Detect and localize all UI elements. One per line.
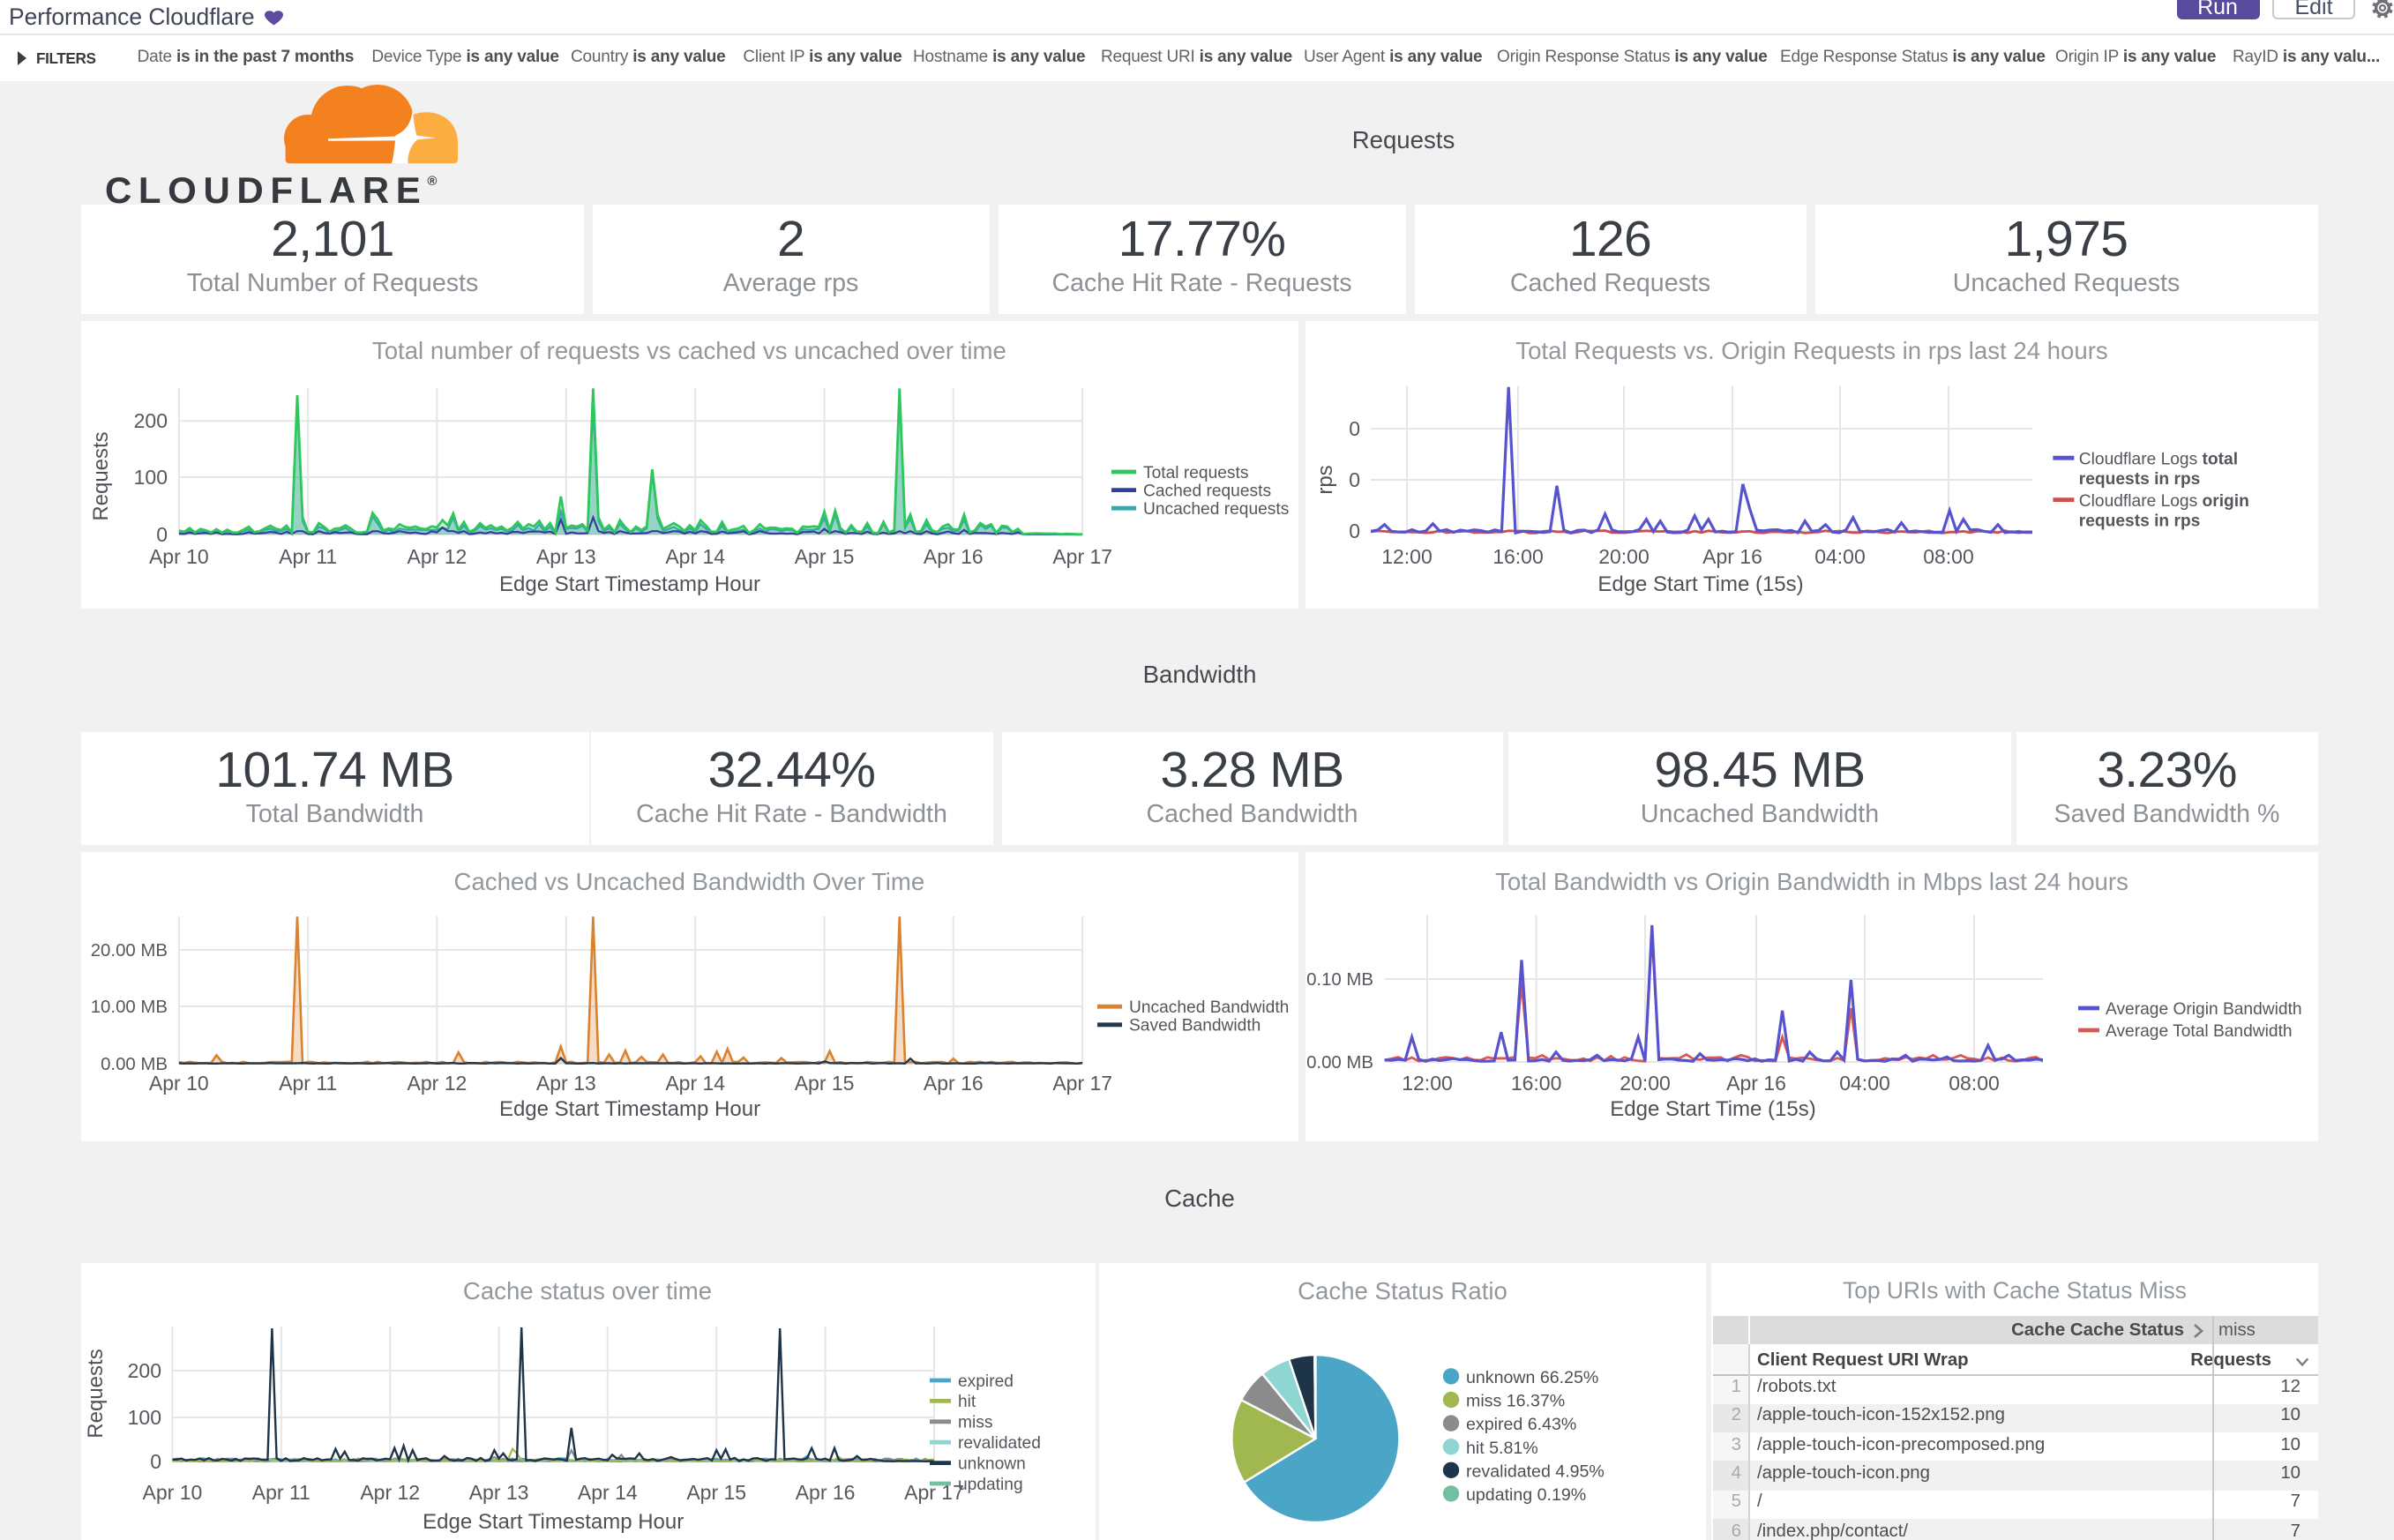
svg-text:100: 100	[128, 1405, 161, 1428]
svg-text:Apr 10: Apr 10	[149, 1072, 209, 1095]
svg-text:Total number of requests vs ca: Total number of requests vs cached vs un…	[372, 337, 1006, 364]
svg-text:revalidated 4.95%: revalidated 4.95%	[1466, 1461, 1605, 1480]
svg-text:Cloudflare Logs origin: Cloudflare Logs origin	[2079, 492, 2249, 511]
svg-text:Requests: Requests	[84, 1348, 108, 1437]
svg-text:Apr 12: Apr 12	[360, 1480, 420, 1503]
svg-text:0.00 MB: 0.00 MB	[101, 1055, 168, 1074]
svg-text:Cached vs Uncached Bandwidth O: Cached vs Uncached Bandwidth Over Time	[454, 868, 925, 895]
svg-text:04:00: 04:00	[1814, 545, 1866, 568]
svg-text:200: 200	[134, 409, 168, 432]
svg-text:Apr 16: Apr 16	[924, 545, 984, 568]
svg-text:Total Bandwidth vs Origin Band: Total Bandwidth vs Origin Bandwidth in M…	[1495, 868, 2128, 895]
svg-text:Apr 13: Apr 13	[536, 545, 596, 568]
svg-text:Total Requests vs. Origin Requ: Total Requests vs. Origin Requests in rp…	[1515, 337, 2107, 364]
svg-text:Edge Start Time (15s): Edge Start Time (15s)	[1597, 572, 1803, 596]
svg-text:Uncached requests: Uncached requests	[1143, 500, 1289, 519]
svg-text:20:00: 20:00	[1620, 1072, 1671, 1095]
svg-text:Apr 16: Apr 16	[924, 1072, 984, 1095]
svg-text:Cloudflare Logs total: Cloudflare Logs total	[2079, 450, 2238, 468]
svg-text:Apr 13: Apr 13	[536, 1072, 596, 1095]
svg-text:12:00: 12:00	[1402, 1072, 1453, 1095]
svg-text:rps: rps	[1313, 465, 1337, 494]
svg-text:Apr 11: Apr 11	[252, 1480, 310, 1503]
svg-text:hit: hit	[958, 1392, 976, 1410]
svg-text:Edge Start Timestamp Hour: Edge Start Timestamp Hour	[499, 1097, 760, 1121]
svg-text:Apr 14: Apr 14	[665, 1072, 725, 1095]
svg-text:Apr 16: Apr 16	[1702, 545, 1762, 568]
svg-text:Apr 12: Apr 12	[408, 1072, 468, 1095]
svg-text:Average Origin Bandwidth: Average Origin Bandwidth	[2106, 1000, 2302, 1019]
svg-text:0: 0	[150, 1449, 161, 1472]
svg-text:Edge Start Timestamp Hour: Edge Start Timestamp Hour	[499, 572, 760, 596]
svg-text:Apr 15: Apr 15	[795, 545, 855, 568]
svg-text:Edge Start Time (15s): Edge Start Time (15s)	[1610, 1097, 1815, 1121]
svg-text:08:00: 08:00	[1923, 545, 1974, 568]
svg-text:0: 0	[1349, 417, 1360, 440]
svg-text:0.10 MB: 0.10 MB	[1306, 970, 1373, 990]
svg-text:200: 200	[128, 1358, 161, 1381]
svg-text:10.00 MB: 10.00 MB	[91, 998, 168, 1017]
svg-text:Saved Bandwidth: Saved Bandwidth	[1129, 1017, 1261, 1035]
svg-text:12:00: 12:00	[1381, 545, 1433, 568]
svg-text:miss: miss	[958, 1413, 992, 1432]
svg-text:0: 0	[1349, 468, 1360, 491]
svg-text:Apr 12: Apr 12	[408, 545, 468, 568]
svg-text:updating 0.19%: updating 0.19%	[1466, 1484, 1586, 1504]
svg-text:Apr 16: Apr 16	[1726, 1072, 1786, 1095]
svg-text:Apr 14: Apr 14	[578, 1480, 638, 1503]
svg-text:expired 6.43%: expired 6.43%	[1466, 1414, 1576, 1433]
svg-text:requests in rps: requests in rps	[2079, 512, 2201, 530]
svg-text:Apr 15: Apr 15	[686, 1480, 746, 1503]
svg-text:Cache status over time: Cache status over time	[463, 1276, 712, 1304]
svg-text:Cache Status Ratio: Cache Status Ratio	[1298, 1276, 1507, 1304]
svg-text:Apr 11: Apr 11	[279, 545, 337, 568]
svg-text:hit 5.81%: hit 5.81%	[1466, 1438, 1538, 1457]
svg-text:16:00: 16:00	[1493, 545, 1544, 568]
svg-text:updating: updating	[958, 1475, 1023, 1493]
svg-text:Average Total Bandwidth: Average Total Bandwidth	[2106, 1022, 2293, 1041]
svg-text:requests in rps: requests in rps	[2079, 470, 2201, 489]
svg-text:Apr 10: Apr 10	[149, 545, 209, 568]
svg-text:miss 16.37%: miss 16.37%	[1466, 1391, 1565, 1410]
svg-text:unknown 66.25%: unknown 66.25%	[1466, 1367, 1598, 1387]
svg-text:0.00 MB: 0.00 MB	[1306, 1053, 1373, 1073]
svg-text:Apr 17: Apr 17	[1052, 545, 1112, 568]
svg-text:0: 0	[156, 523, 168, 546]
svg-text:20:00: 20:00	[1598, 545, 1650, 568]
svg-text:revalidated: revalidated	[958, 1433, 1041, 1452]
svg-text:Requests: Requests	[89, 431, 113, 520]
svg-text:04:00: 04:00	[1839, 1072, 1890, 1095]
svg-text:Cached requests: Cached requests	[1143, 482, 1271, 500]
svg-text:16:00: 16:00	[1511, 1072, 1562, 1095]
svg-text:Apr 14: Apr 14	[665, 545, 725, 568]
svg-text:Apr 15: Apr 15	[795, 1072, 855, 1095]
svg-text:08:00: 08:00	[1949, 1072, 2000, 1095]
svg-text:Apr 13: Apr 13	[469, 1480, 529, 1503]
svg-text:Apr 17: Apr 17	[1052, 1072, 1112, 1095]
svg-text:Uncached Bandwidth: Uncached Bandwidth	[1129, 998, 1289, 1017]
svg-text:unknown: unknown	[958, 1454, 1026, 1472]
svg-text:20.00 MB: 20.00 MB	[91, 941, 168, 961]
svg-text:Apr 16: Apr 16	[796, 1480, 856, 1503]
svg-text:Total requests: Total requests	[1143, 464, 1248, 482]
svg-text:Edge Start Timestamp Hour: Edge Start Timestamp Hour	[423, 1509, 684, 1533]
svg-text:Apr 10: Apr 10	[143, 1480, 203, 1503]
svg-text:Apr 11: Apr 11	[279, 1072, 337, 1095]
svg-text:0: 0	[1349, 520, 1360, 542]
svg-text:expired: expired	[958, 1372, 1014, 1390]
svg-text:100: 100	[134, 466, 168, 489]
